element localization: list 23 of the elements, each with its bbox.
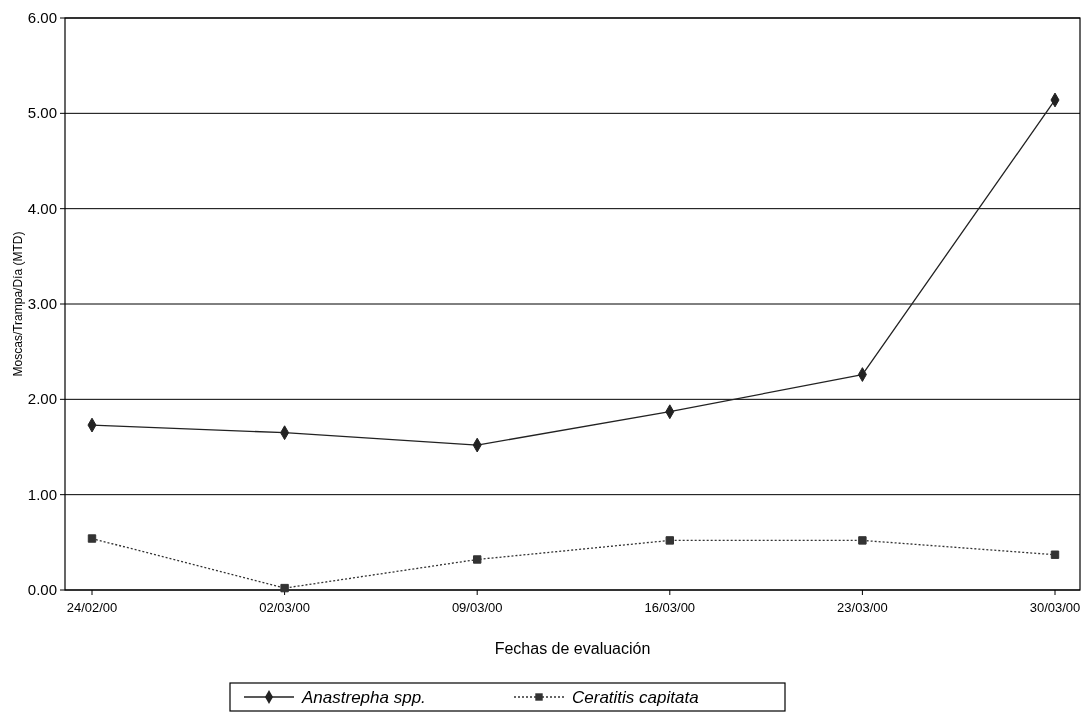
legend-label: Ceratitis capitata	[572, 688, 699, 707]
legend-label: Anastrepha spp.	[301, 688, 426, 707]
x-tick-label: 16/03/00	[644, 600, 696, 615]
y-tick-label: 2.00	[27, 390, 57, 408]
y-tick-label: 1.00	[27, 485, 57, 503]
x-tick-label: 24/02/00	[66, 600, 118, 615]
y-tick-label: 3.00	[27, 295, 57, 312]
point	[665, 536, 675, 545]
x-tick-label: 30/03/00	[1029, 600, 1081, 615]
y-tick-label: 5.00	[27, 104, 57, 122]
point	[87, 534, 97, 543]
x-tick-label: 23/03/00	[837, 600, 888, 615]
y-tick-label: 4.00	[27, 199, 57, 217]
point	[858, 536, 867, 545]
point	[280, 583, 289, 593]
x-axis-title: Fechas de evaluación	[494, 640, 651, 657]
point	[1050, 550, 1060, 559]
y-tick-label: 6.00	[27, 9, 57, 26]
x-tick-label: 02/03/00	[259, 600, 310, 615]
point	[472, 555, 482, 564]
y-tick-label: 0.00	[27, 581, 57, 598]
y-axis-title: Moscas/Trampa/Día (MTD)	[11, 231, 25, 377]
x-tick-label: 09/03/00	[451, 600, 503, 615]
